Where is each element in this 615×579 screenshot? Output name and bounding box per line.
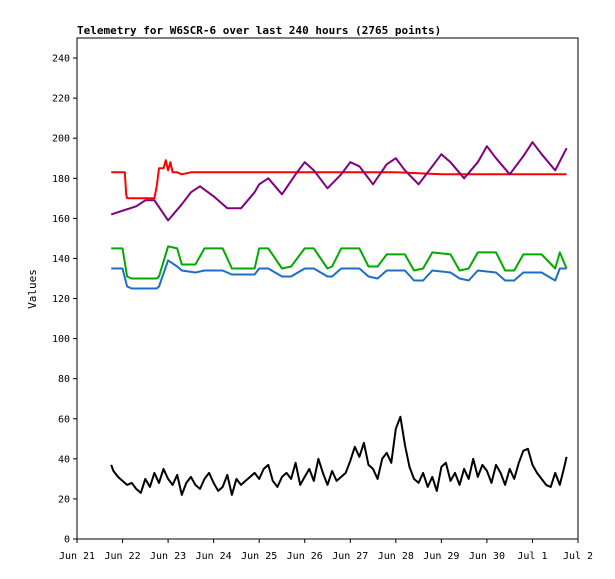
y-axis: 0 20 40 60 80 100 120 140 160 180 200 220 240 — [52, 54, 77, 546]
x-tick-label: Jul 2 — [563, 551, 593, 562]
y-axis-label: Values — [26, 269, 39, 309]
y-tick-label: 20 — [58, 494, 70, 505]
x-tick-label: Jun 30 — [469, 551, 505, 562]
x-axis: Jun 21 Jun 22 Jun 23 Jun 24 Jun 25 Jun 26 Jun … — [59, 539, 593, 562]
chart-title: Telemetry for W6SCR-6 over last 240 hour… — [77, 24, 441, 37]
x-tick-label: Jul 1 — [517, 551, 547, 562]
y-tick-label: 160 — [52, 214, 70, 225]
x-tick-label: Jun 22 — [104, 551, 140, 562]
y-tick-label: 240 — [52, 54, 70, 65]
series-line-4 — [110, 415, 568, 496]
x-tick-label: Jun 27 — [332, 551, 368, 562]
x-tick-label: Jun 25 — [241, 551, 277, 562]
y-tick-label: 0 — [64, 535, 70, 546]
y-tick-label: 120 — [52, 294, 70, 305]
x-tick-label: Jun 21 — [59, 551, 95, 562]
y-tick-label: 220 — [52, 94, 70, 105]
y-tick-label: 100 — [52, 334, 70, 345]
series-line-1 — [110, 141, 568, 222]
x-tick-label: Jun 26 — [287, 551, 323, 562]
series-layer — [110, 141, 568, 496]
x-tick-label: Jun 24 — [196, 551, 232, 562]
y-tick-label: 180 — [52, 174, 70, 185]
y-tick-label: 60 — [58, 414, 70, 425]
y-tick-label: 40 — [58, 454, 70, 465]
series-line-0 — [111, 159, 567, 200]
series-line-3 — [111, 259, 567, 290]
x-tick-label: Jun 23 — [150, 551, 186, 562]
series-line-2 — [111, 245, 568, 280]
plot-frame — [76, 37, 579, 540]
x-tick-label: Jun 28 — [378, 551, 414, 562]
y-tick-label: 140 — [52, 254, 70, 265]
y-tick-label: 200 — [52, 134, 70, 145]
y-tick-label: 80 — [58, 374, 70, 385]
x-tick-label: Jun 29 — [423, 551, 459, 562]
